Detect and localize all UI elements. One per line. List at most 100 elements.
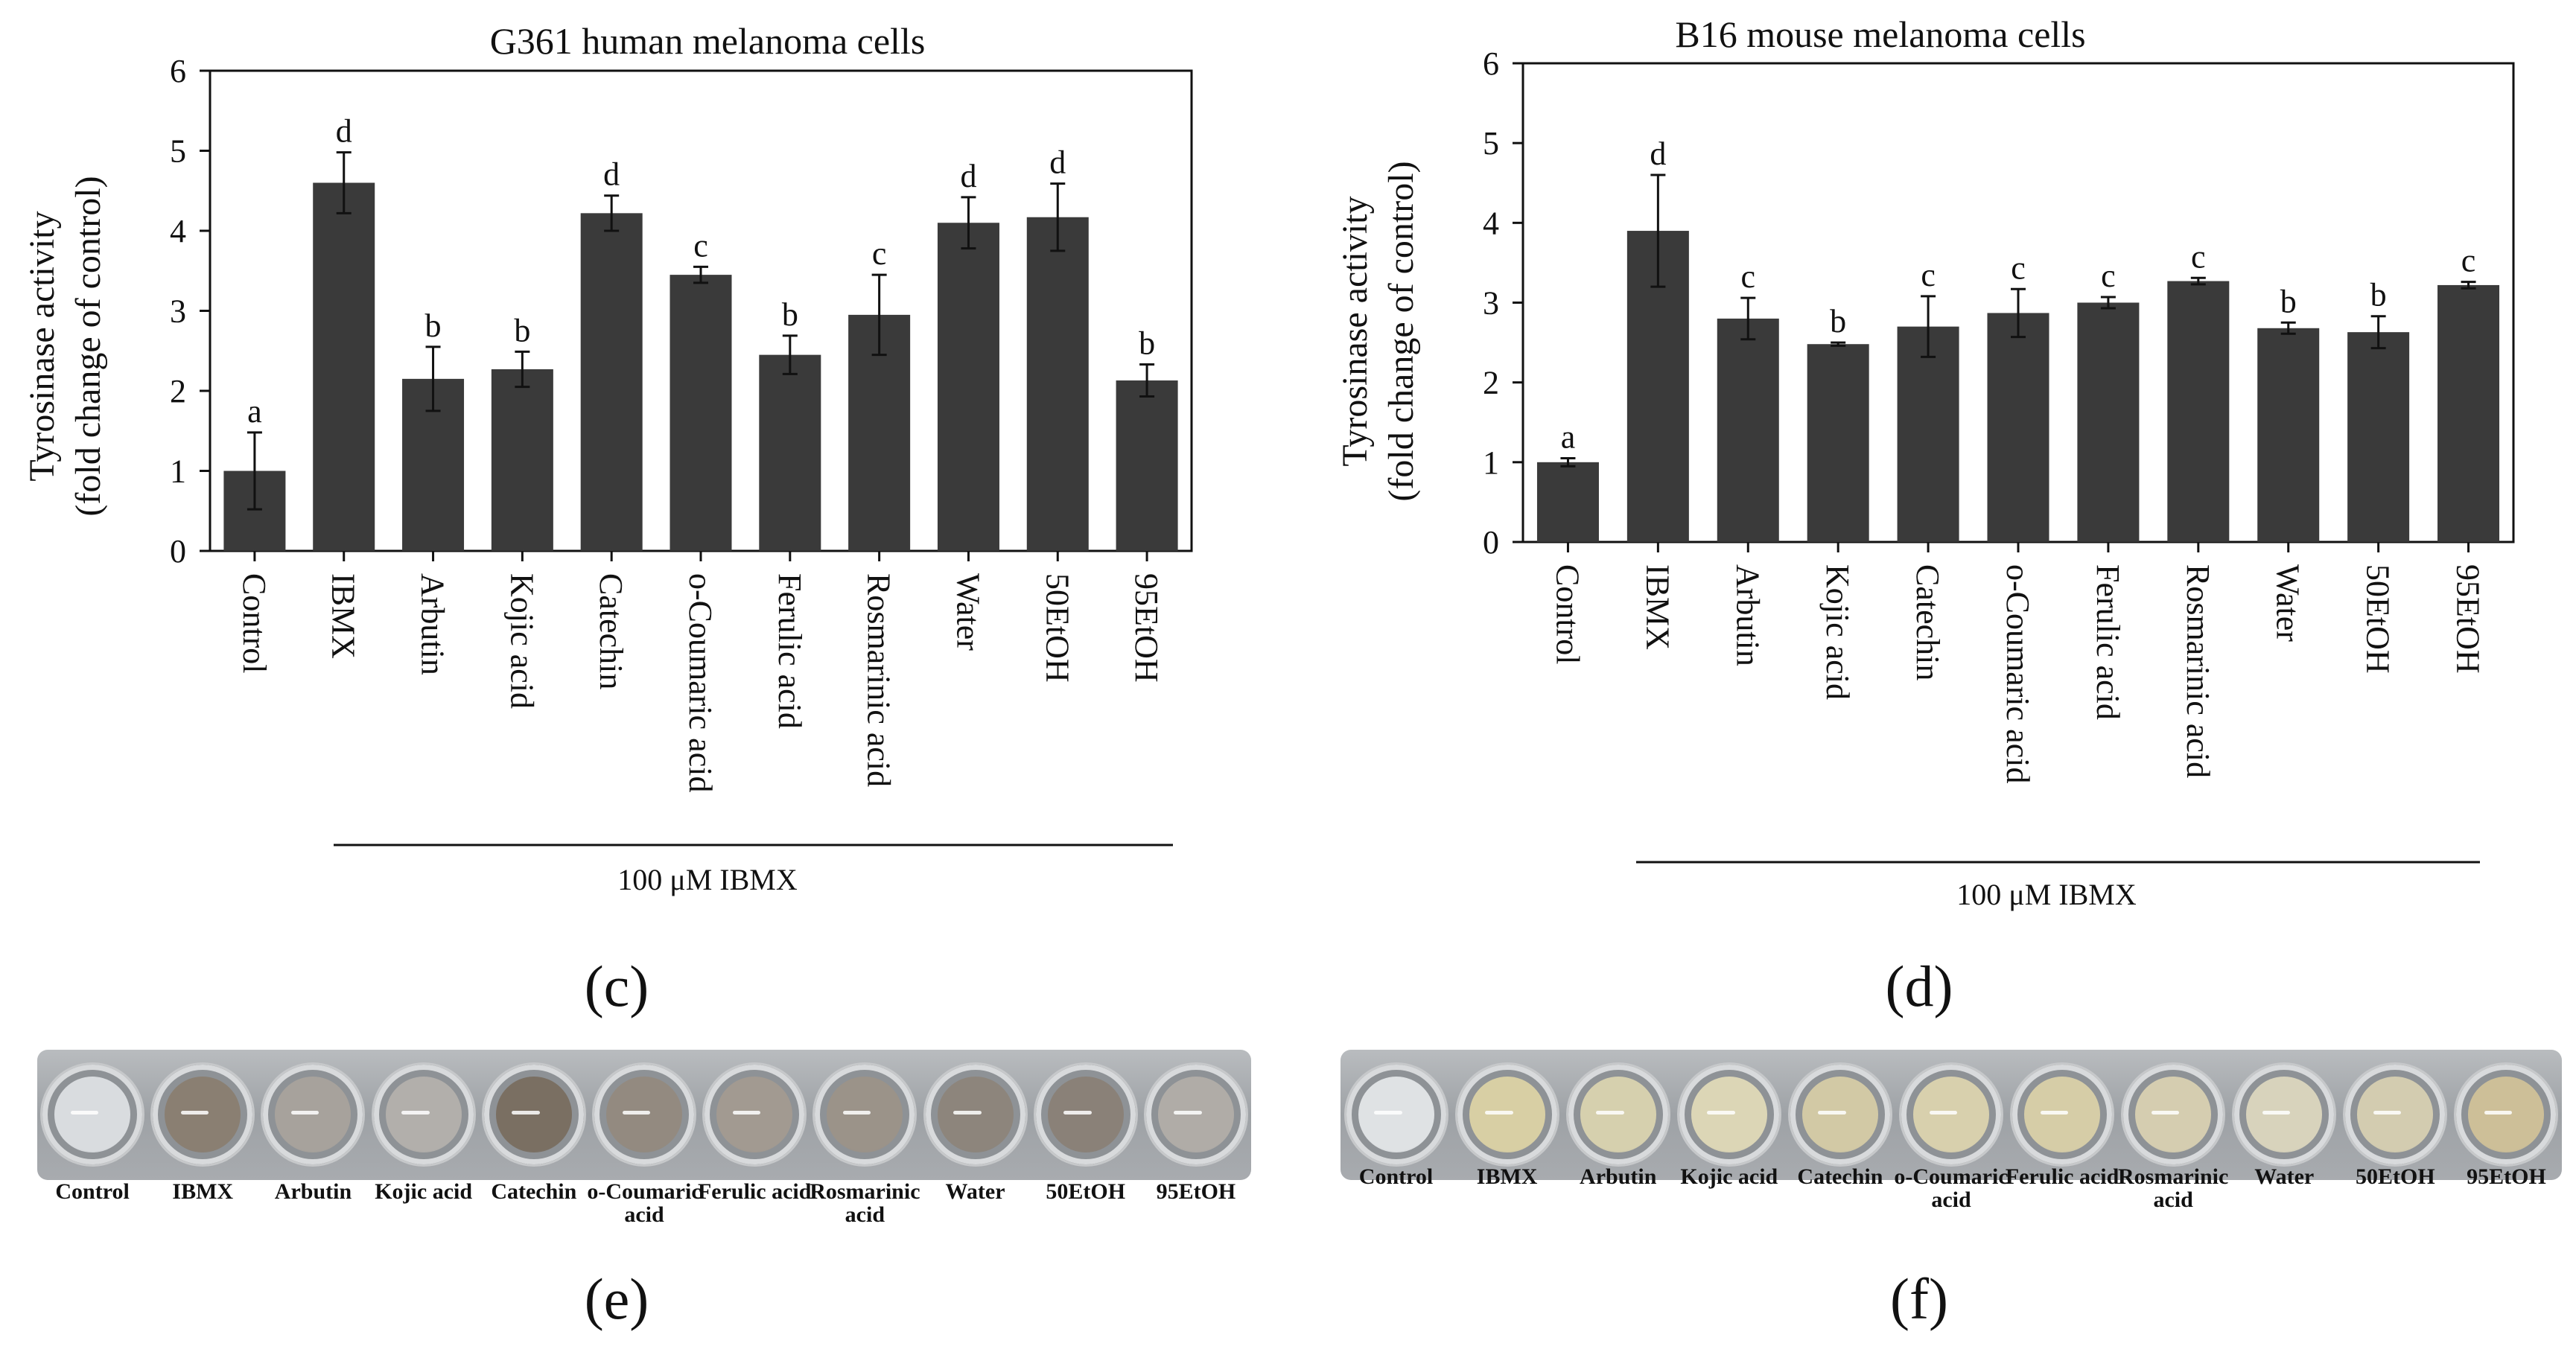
- well-label: 50EtOH: [1046, 1179, 1126, 1204]
- x-tick-label: Rosmarinic acid: [861, 573, 897, 787]
- bar: [313, 182, 375, 551]
- well-label: Control: [1358, 1164, 1434, 1189]
- significance-letter: b: [782, 296, 798, 333]
- bar: [1987, 313, 2049, 542]
- significance-letter: c: [872, 235, 887, 272]
- panel-label-c: (c): [584, 954, 649, 1018]
- bar: [491, 369, 553, 551]
- well-label: 50EtOH: [2356, 1164, 2435, 1189]
- significance-letter: c: [2461, 243, 2476, 279]
- well-label: Catechin: [491, 1179, 577, 1204]
- y-tick-label: 6: [1483, 45, 1499, 82]
- y-axis-label-line1: Tyrosinase activity: [22, 211, 62, 481]
- y-tick-label: 4: [170, 213, 186, 249]
- well: [1457, 1065, 1557, 1164]
- well-label: Kojic acid: [1680, 1164, 1778, 1189]
- well: [1568, 1065, 1668, 1164]
- bar: [1116, 380, 1178, 551]
- bar: [580, 213, 643, 551]
- x-tick-label: 95EtOH: [1128, 573, 1165, 683]
- significance-letter: d: [336, 113, 352, 150]
- well-plate-photo-b16: [1341, 1050, 2562, 1180]
- well-label: Arbutin: [1580, 1164, 1657, 1189]
- significance-letter: a: [247, 393, 262, 430]
- well-label: Arbutin: [274, 1179, 352, 1204]
- x-tick-label: 50EtOH: [2360, 564, 2397, 674]
- x-tick-label: Control: [1549, 564, 1586, 664]
- significance-letter: b: [425, 307, 442, 344]
- x-tick-label: o-Coumaric acid: [2000, 564, 2036, 783]
- well-plate-labels-g361: Control IBMX Arbutin Kojic acid Catechin o-Co…: [0, 1180, 1288, 1240]
- x-tick-label: Water: [950, 573, 986, 651]
- y-tick-label: 5: [170, 133, 186, 170]
- bar: [670, 275, 732, 551]
- well-label: IBMX: [172, 1179, 234, 1204]
- y-tick-label: 6: [170, 53, 186, 89]
- well: [2012, 1065, 2113, 1164]
- well: [1035, 1065, 1136, 1164]
- x-tick-label: IBMX: [1639, 564, 1676, 650]
- chart-b16-tyrosinase: B16 mouse melanoma cells Tyrosinase acti…: [1335, 13, 2515, 911]
- x-tick-label: Kojic acid: [1819, 564, 1856, 700]
- y-tick-label: 0: [170, 533, 186, 570]
- x-tick-label: Ferulic acid: [772, 573, 808, 729]
- well-label: IBMX: [1476, 1164, 1538, 1189]
- significance-letter: b: [2370, 277, 2387, 313]
- bar: [2167, 281, 2230, 542]
- x-tick-label: Control: [236, 573, 273, 673]
- significance-letter: a: [1561, 418, 1576, 455]
- well-label: Ferulic acid: [2005, 1164, 2119, 1189]
- y-tick-label: 3: [170, 293, 186, 330]
- bar: [1717, 318, 1779, 542]
- x-tick-label: 95EtOH: [2450, 564, 2487, 674]
- well-plate-labels-b16: Control IBMX Arbutin Kojic acid Catechin o-Co…: [0, 1165, 2576, 1225]
- significance-letter: b: [2280, 283, 2297, 319]
- well: [815, 1065, 915, 1164]
- y-tick-label: 0: [1483, 524, 1499, 561]
- well-label: Water: [945, 1179, 1005, 1204]
- significance-letter: c: [1921, 257, 1936, 293]
- well: [925, 1065, 1025, 1164]
- plot-area: 0 1 2 3 4 5 6 a Control d IBMX c Arbutin b Kojic acid c…: [1483, 45, 2515, 783]
- well-label: Control: [55, 1179, 130, 1204]
- chart-g361-tyrosinase: G361 human melanoma cells Tyrosinase act…: [22, 20, 1193, 896]
- y-tick-label: 4: [1483, 205, 1499, 241]
- x-tick-label: Water: [2270, 564, 2306, 642]
- well-label: Ferulic acid: [697, 1179, 812, 1204]
- x-tick-label: o-Coumaric acid: [682, 573, 719, 792]
- well: [483, 1065, 584, 1164]
- bar: [2077, 302, 2140, 542]
- y-tick-label: 3: [1483, 285, 1499, 322]
- y-axis-label: Tyrosinase activity (fold change of cont…: [1335, 161, 1421, 501]
- x-tick-label: Arbutin: [1729, 564, 1766, 666]
- panel-label-d: (d): [1885, 954, 1953, 1018]
- x-tick-label: Catechin: [1909, 564, 1946, 680]
- bar: [1536, 462, 1599, 542]
- y-axis-label-line1: Tyrosinase activity: [1335, 196, 1375, 466]
- well-label: o-Coumaric acid: [587, 1179, 702, 1227]
- x-tick-label: Arbutin: [415, 573, 451, 675]
- well: [1346, 1065, 1446, 1164]
- y-tick-label: 1: [170, 453, 186, 490]
- x-tick-label: IBMX: [325, 573, 362, 659]
- well: [263, 1065, 363, 1164]
- significance-letter: d: [1650, 135, 1666, 172]
- bar: [937, 223, 999, 551]
- chart-title: G361 human melanoma cells: [490, 20, 926, 62]
- well: [2456, 1065, 2557, 1164]
- significance-letter: c: [2101, 258, 2116, 294]
- significance-letter: d: [603, 156, 620, 193]
- well: [705, 1065, 805, 1164]
- x-tick-label: Ferulic acid: [2090, 564, 2126, 720]
- significance-letter: d: [960, 158, 976, 194]
- y-tick-label: 2: [1483, 365, 1499, 401]
- well: [1145, 1065, 1246, 1164]
- bar: [2257, 328, 2320, 542]
- significance-letter: c: [2011, 249, 2026, 286]
- well: [594, 1065, 694, 1164]
- significance-letter: b: [1830, 303, 1846, 339]
- significance-letter: b: [514, 312, 530, 348]
- panel-label-e: (e): [584, 1266, 649, 1331]
- bar: [2347, 332, 2410, 542]
- bar: [1026, 217, 1089, 551]
